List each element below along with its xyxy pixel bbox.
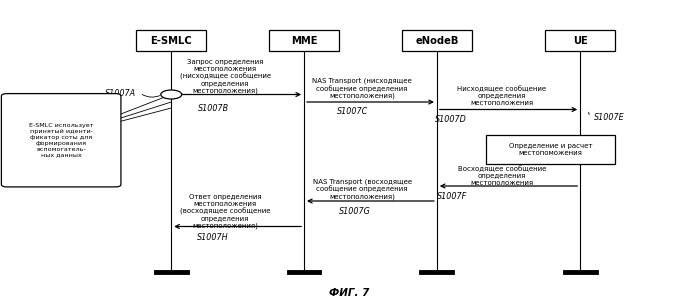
FancyBboxPatch shape — [136, 30, 206, 51]
Text: Нисходящее сообщение
определения
местоположения: Нисходящее сообщение определения местопо… — [457, 85, 547, 106]
Text: S1007F: S1007F — [437, 192, 468, 201]
FancyBboxPatch shape — [486, 135, 615, 164]
FancyBboxPatch shape — [402, 30, 472, 51]
FancyBboxPatch shape — [545, 30, 615, 51]
Text: UE: UE — [572, 35, 588, 46]
FancyBboxPatch shape — [1, 94, 121, 187]
Text: ФИГ. 7: ФИГ. 7 — [329, 287, 370, 298]
Circle shape — [161, 90, 182, 99]
FancyBboxPatch shape — [269, 30, 339, 51]
Text: S1007D: S1007D — [435, 116, 467, 124]
Text: S1007G: S1007G — [339, 207, 371, 216]
Text: NAS Transport (нисходящее
сообщение определения
местоположения): NAS Transport (нисходящее сообщение опре… — [312, 77, 412, 100]
Text: eNodeB: eNodeB — [415, 35, 459, 46]
Text: E-SMLC использует
принятый иденти-
фикатор соты для
формирования
вспомогатель-
н: E-SMLC использует принятый иденти- фикат… — [29, 123, 94, 157]
Text: Ответ определения
местоположения
(восходящее сообщение
определения
местоположени: Ответ определения местоположения (восход… — [180, 194, 271, 230]
Text: MME: MME — [291, 35, 317, 46]
Text: NAS Transport (восходящее
сообщение определения
местоположения): NAS Transport (восходящее сообщение опре… — [312, 178, 412, 200]
Text: S1007H: S1007H — [197, 232, 229, 242]
Text: S1007E: S1007E — [594, 112, 625, 122]
Text: S1007A: S1007A — [105, 88, 136, 98]
Text: Восходящее сообщение
определения
местоположения: Восходящее сообщение определения местопо… — [458, 165, 546, 186]
Text: S1007C: S1007C — [338, 107, 368, 116]
Text: Определение и расчет
местопоможения: Определение и расчет местопоможения — [509, 143, 592, 156]
Text: Запрос определения
местоположения
(нисходящее сообщение
определения
местоположен: Запрос определения местоположения (нисхо… — [180, 58, 271, 94]
Text: E-SMLC: E-SMLC — [150, 35, 192, 46]
Text: S1007B: S1007B — [198, 104, 229, 113]
